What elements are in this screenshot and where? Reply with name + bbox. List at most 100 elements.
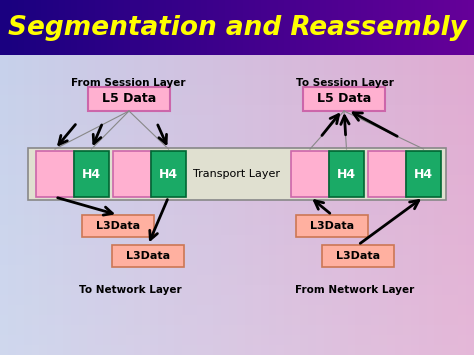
- Bar: [316, 55, 325, 355]
- Bar: [326, 0, 333, 55]
- Bar: [136, 0, 143, 55]
- Bar: [71, 0, 78, 55]
- Bar: [284, 55, 293, 355]
- Bar: [0, 335, 474, 345]
- Bar: [395, 55, 404, 355]
- Bar: [458, 55, 467, 355]
- Bar: [154, 0, 161, 55]
- Text: From Network Layer: From Network Layer: [295, 285, 415, 295]
- Bar: [213, 0, 220, 55]
- Bar: [0, 205, 474, 215]
- Bar: [130, 0, 137, 55]
- Bar: [229, 55, 238, 355]
- Bar: [150, 55, 159, 355]
- Text: To Session Layer: To Session Layer: [296, 78, 394, 88]
- Bar: [0, 55, 474, 65]
- Bar: [406, 151, 441, 197]
- Bar: [24, 55, 33, 355]
- Text: To Network Layer: To Network Layer: [79, 285, 182, 295]
- Bar: [0, 145, 474, 155]
- Bar: [300, 55, 309, 355]
- Bar: [0, 125, 474, 135]
- Bar: [435, 55, 443, 355]
- Bar: [349, 0, 356, 55]
- Bar: [0, 315, 474, 325]
- Bar: [0, 295, 474, 305]
- Bar: [415, 0, 422, 55]
- Bar: [28, 148, 446, 200]
- Bar: [0, 0, 7, 55]
- Bar: [65, 0, 72, 55]
- Text: H4: H4: [414, 168, 433, 180]
- Bar: [379, 55, 388, 355]
- Bar: [18, 0, 25, 55]
- Bar: [0, 175, 474, 185]
- Bar: [148, 0, 155, 55]
- Bar: [466, 55, 474, 355]
- Bar: [347, 55, 356, 355]
- Bar: [237, 0, 244, 55]
- Bar: [103, 55, 111, 355]
- Bar: [337, 0, 345, 55]
- Bar: [12, 0, 19, 55]
- Bar: [329, 151, 364, 197]
- Bar: [332, 55, 341, 355]
- Bar: [269, 55, 277, 355]
- Bar: [83, 0, 90, 55]
- Bar: [432, 0, 439, 55]
- Bar: [296, 0, 303, 55]
- Bar: [0, 165, 474, 175]
- Bar: [39, 55, 48, 355]
- Bar: [0, 115, 474, 125]
- Bar: [320, 0, 327, 55]
- Bar: [442, 55, 451, 355]
- Text: H4: H4: [159, 168, 178, 180]
- Bar: [290, 0, 297, 55]
- Bar: [273, 0, 280, 55]
- Bar: [190, 55, 199, 355]
- Bar: [0, 275, 474, 285]
- Bar: [249, 0, 256, 55]
- Bar: [178, 0, 185, 55]
- Bar: [124, 0, 131, 55]
- Bar: [182, 55, 191, 355]
- Bar: [79, 55, 88, 355]
- Bar: [77, 0, 84, 55]
- Bar: [205, 55, 214, 355]
- Bar: [0, 225, 474, 235]
- Bar: [36, 151, 74, 197]
- FancyBboxPatch shape: [322, 245, 394, 267]
- FancyBboxPatch shape: [303, 87, 385, 111]
- Bar: [308, 0, 315, 55]
- Bar: [0, 105, 474, 115]
- Bar: [450, 0, 457, 55]
- Bar: [195, 0, 202, 55]
- Bar: [292, 55, 301, 355]
- Bar: [118, 55, 128, 355]
- Bar: [409, 0, 416, 55]
- Bar: [0, 85, 474, 95]
- Bar: [0, 135, 474, 145]
- Bar: [142, 0, 149, 55]
- Bar: [419, 55, 428, 355]
- Bar: [74, 151, 109, 197]
- Bar: [0, 255, 474, 265]
- Bar: [427, 0, 434, 55]
- Bar: [253, 55, 262, 355]
- Bar: [0, 55, 9, 355]
- Bar: [0, 195, 474, 205]
- Bar: [71, 55, 80, 355]
- Bar: [59, 0, 66, 55]
- Bar: [118, 0, 126, 55]
- Bar: [468, 0, 474, 55]
- Text: L5 Data: L5 Data: [317, 93, 371, 105]
- Bar: [134, 55, 143, 355]
- Bar: [438, 0, 446, 55]
- Bar: [158, 55, 167, 355]
- FancyBboxPatch shape: [112, 245, 184, 267]
- Bar: [314, 0, 321, 55]
- Bar: [444, 0, 451, 55]
- Bar: [87, 55, 96, 355]
- Bar: [24, 0, 31, 55]
- Bar: [0, 65, 474, 75]
